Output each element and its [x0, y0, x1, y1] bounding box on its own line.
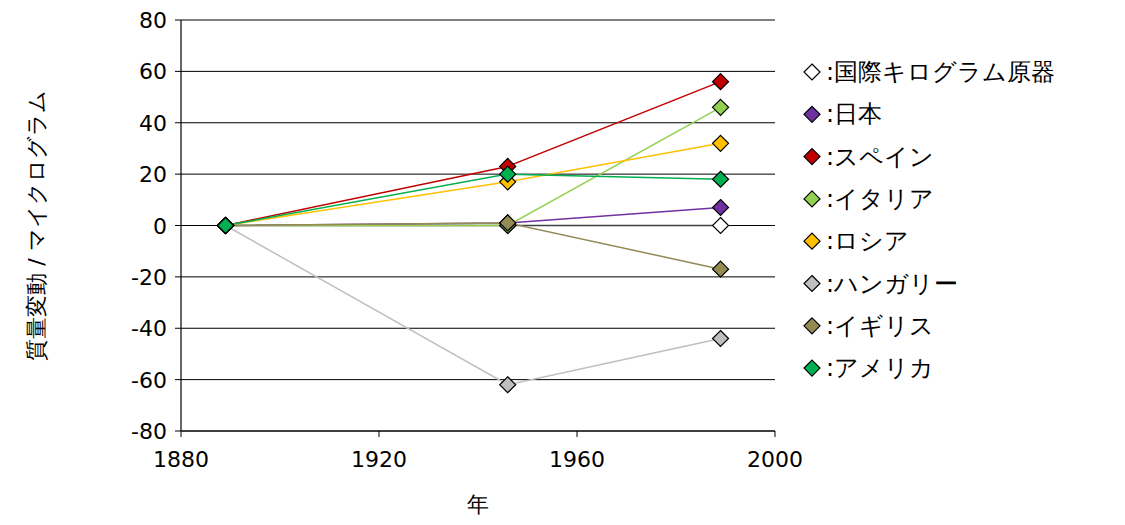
legend-marker: [804, 191, 820, 207]
grid-line: [181, 379, 775, 380]
grid-line: [181, 122, 775, 123]
grid-line: [181, 174, 775, 175]
legend-marker: [804, 106, 820, 122]
legend-label: :日本: [826, 100, 882, 128]
data-point: [500, 215, 516, 231]
series-line: [226, 226, 721, 385]
x-tick: [379, 431, 380, 437]
data-point: [713, 99, 729, 115]
data-point: [713, 200, 729, 216]
y-tick-label: 60: [139, 59, 167, 84]
x-tick-label: 1920: [351, 447, 407, 472]
data-point: [713, 218, 729, 234]
y-axis-label: 質量変動 / マイクログラム: [24, 90, 49, 360]
legend-label: :国際キログラム原器: [826, 58, 1055, 86]
y-tick-label: -60: [131, 368, 167, 393]
y-tick-label: 20: [139, 162, 167, 187]
data-point: [713, 331, 729, 347]
y-tick: [175, 20, 181, 21]
legend-label: :イタリア: [826, 185, 934, 213]
y-tick-label: 80: [139, 8, 167, 33]
legend-label: :アメリカ: [826, 354, 934, 382]
data-point: [500, 166, 516, 182]
y-tick: [175, 122, 181, 123]
chart: -80 -60 -40 -20 0 20 40 60 80 1880 1920 1960 2000 年 質量…: [0, 0, 1125, 525]
x-tick-label: 1960: [549, 447, 605, 472]
data-point: [218, 218, 234, 234]
legend-marker: [804, 233, 820, 249]
data-point: [218, 218, 234, 234]
y-tick: [175, 328, 181, 329]
data-point: [713, 74, 729, 90]
y-tick: [175, 276, 181, 277]
series-line: [226, 174, 721, 225]
legend-label: :ロシア: [826, 227, 909, 255]
data-point: [218, 218, 234, 234]
legend-label: :ハンガリー: [826, 270, 958, 298]
series-line: [226, 143, 721, 225]
data-point: [218, 218, 234, 234]
y-tick: [175, 379, 181, 380]
data-point: [218, 218, 234, 234]
legend-marker: [804, 149, 820, 165]
data-point: [500, 377, 516, 393]
legend-marker: [804, 318, 820, 334]
legend-marker: [804, 64, 820, 80]
y-tick-label: -40: [131, 316, 167, 341]
grid-line: [181, 431, 775, 432]
y-tick-label: -80: [131, 419, 167, 444]
x-axis: [181, 430, 775, 431]
y-axis: [180, 20, 181, 431]
grid-line: [181, 328, 775, 329]
legend-label: :スペイン: [826, 143, 934, 171]
y-tick-label: -20: [131, 265, 167, 290]
grid-line: [181, 20, 775, 21]
y-tick: [175, 71, 181, 72]
legend-label: :イギリス: [826, 312, 934, 340]
grid-line: [181, 71, 775, 72]
series-line: [226, 223, 721, 269]
plot-area: [218, 74, 729, 393]
legend-marker: [804, 276, 820, 292]
x-axis-label: 年: [467, 492, 489, 517]
x-tick-label: 2000: [747, 447, 803, 472]
y-tick: [175, 431, 181, 432]
y-tick-label: 0: [153, 214, 167, 239]
legend-marker: [804, 360, 820, 376]
x-tick: [181, 431, 182, 437]
data-point: [713, 171, 729, 187]
x-tick: [775, 431, 776, 437]
series-line: [226, 82, 721, 226]
series-line: [226, 107, 721, 225]
data-point: [218, 218, 234, 234]
data-point: [218, 218, 234, 234]
grid-line: [181, 276, 775, 277]
data-point: [713, 261, 729, 277]
x-tick-label: 1880: [153, 447, 209, 472]
y-tick: [175, 225, 181, 226]
data-point: [218, 218, 234, 234]
data-point: [713, 135, 729, 151]
x-tick: [577, 431, 578, 437]
legend: :国際キログラム原器 :日本 :スペイン :イタリア :ロシア :ハンガリー :イギリス :ア…: [804, 58, 1055, 382]
y-tick: [175, 174, 181, 175]
y-tick-label: 40: [139, 111, 167, 136]
